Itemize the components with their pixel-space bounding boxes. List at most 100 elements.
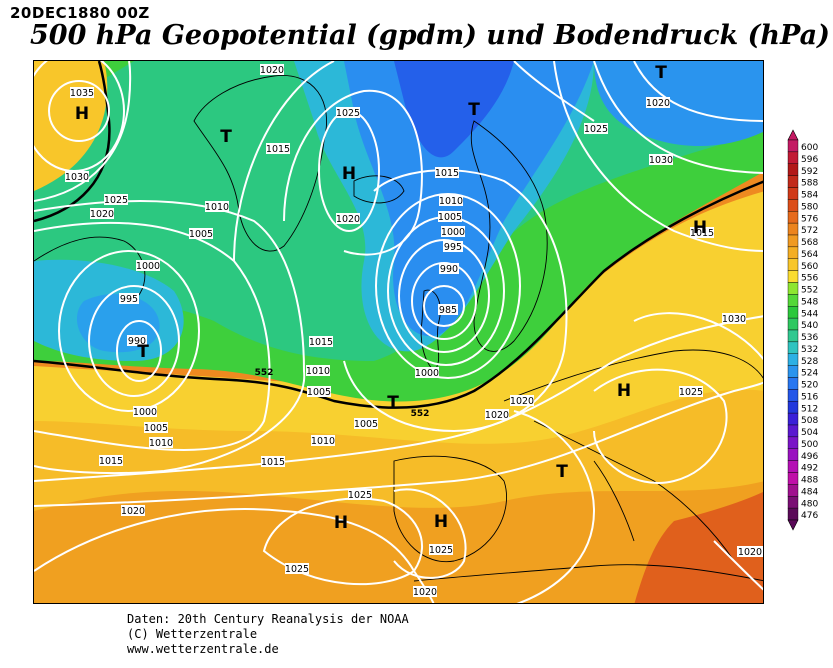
svg-text:1000: 1000 <box>441 227 465 238</box>
height-label-552: 552 <box>411 409 430 419</box>
isobar-label: 1030 <box>649 154 673 166</box>
isobar-label: 1020 <box>336 213 360 225</box>
isobar-label: 1025 <box>679 386 703 398</box>
isobar-label: 1020 <box>737 546 763 558</box>
legend-tick-label: 584 <box>801 191 818 201</box>
copyright-line: (C) Wetterzentrale <box>127 627 258 641</box>
isobar-label: 1030 <box>65 171 89 183</box>
legend-tick-label: 548 <box>801 297 818 307</box>
europe-coast <box>503 349 763 562</box>
legend-tick-label: 552 <box>801 286 818 296</box>
legend-swatch <box>787 317 799 331</box>
svg-text:1020: 1020 <box>485 410 509 421</box>
isobar-label: 1020 <box>646 97 670 109</box>
low-pressure-center: T <box>137 342 149 362</box>
svg-text:1005: 1005 <box>307 387 331 398</box>
isobar-label: 1015 <box>309 336 333 348</box>
svg-text:1015: 1015 <box>435 168 459 179</box>
legend-tick-label: 540 <box>801 321 818 331</box>
scandinavia-coast <box>470 120 548 352</box>
legend-arrow-bottom <box>787 519 799 531</box>
field-yellow <box>34 221 763 511</box>
legend-tick-label: 572 <box>801 226 818 236</box>
svg-text:1015: 1015 <box>309 337 333 348</box>
svg-text:1010: 1010 <box>311 436 335 447</box>
low-pressure-center: T <box>468 100 480 120</box>
isobar-label: 1000 <box>133 406 157 418</box>
isobar-label: 1015 <box>266 143 290 155</box>
legend-tick-label: 476 <box>801 511 818 521</box>
legend-swatch <box>787 151 799 164</box>
svg-text:995: 995 <box>444 242 462 253</box>
legend-tick-label: 516 <box>801 392 818 402</box>
legend-swatch <box>787 448 799 461</box>
isobar-label: 1015 <box>99 455 123 467</box>
isobar-label: 1010 <box>205 201 229 213</box>
svg-text:1020: 1020 <box>738 547 762 558</box>
isobar-label: 995 <box>119 293 139 305</box>
isobar-label: 1010 <box>439 195 463 207</box>
greenland-coast <box>193 75 327 252</box>
canada-coast <box>34 236 146 302</box>
legend-swatch <box>787 306 799 319</box>
legend-tick-label: 560 <box>801 262 818 272</box>
svg-text:1025: 1025 <box>584 124 608 135</box>
isobar-label: 1025 <box>429 544 453 556</box>
svg-text:1025: 1025 <box>104 195 128 206</box>
high-pressure-center: H <box>617 381 631 401</box>
svg-text:1030: 1030 <box>722 314 746 325</box>
legend-tick-label: 524 <box>801 369 818 379</box>
legend-swatch <box>787 507 799 521</box>
svg-text:1010: 1010 <box>149 438 173 449</box>
svg-text:1030: 1030 <box>65 172 89 183</box>
legend-tick-label: 600 <box>801 143 818 153</box>
legend-tick-label: 488 <box>801 476 818 486</box>
svg-text:1015: 1015 <box>266 144 290 155</box>
isobar-label: 1020 <box>510 395 534 407</box>
isobar-label: 990 <box>439 263 459 275</box>
legend-swatch <box>787 401 799 414</box>
legend-tick-label: 520 <box>801 381 818 391</box>
isobar-label: 1005 <box>144 422 168 434</box>
legend-swatch <box>787 329 799 343</box>
svg-text:1020: 1020 <box>336 214 360 225</box>
svg-text:1035: 1035 <box>70 88 94 99</box>
high-pressure-center: H <box>342 164 356 184</box>
svg-text:1025: 1025 <box>429 545 453 556</box>
legend-tick-label: 528 <box>801 357 818 367</box>
isobar-label: 1020 <box>260 64 284 76</box>
website-link[interactable]: www.wetterzentrale.de <box>127 642 279 656</box>
legend-tick-label: 596 <box>801 155 818 165</box>
legend-swatch <box>787 412 799 426</box>
svg-text:1020: 1020 <box>510 396 534 407</box>
svg-text:1020: 1020 <box>260 65 284 76</box>
legend-arrow-top <box>787 129 799 141</box>
isobar-label: 1015 <box>690 227 714 239</box>
isobar-label: 995 <box>443 241 463 253</box>
low-pressure-center: T <box>387 393 399 413</box>
isobar-label: 1000 <box>441 226 465 238</box>
height-label-552: 552 <box>255 368 274 378</box>
legend-tick-label: 500 <box>801 440 818 450</box>
svg-text:1005: 1005 <box>354 419 378 430</box>
isobar-label: 985 <box>438 304 458 316</box>
legend-tick-label: 536 <box>801 333 818 343</box>
legend-swatch <box>787 222 799 236</box>
svg-text:1015: 1015 <box>261 457 285 468</box>
high-pressure-center: H <box>434 512 448 532</box>
legend-tick-label: 544 <box>801 309 818 319</box>
svg-text:1000: 1000 <box>415 368 439 379</box>
legend-tick-label: 592 <box>801 167 818 177</box>
svg-text:1010: 1010 <box>306 366 330 377</box>
legend-swatch <box>787 484 799 497</box>
legend-swatch <box>787 294 799 307</box>
legend-swatch <box>787 341 799 354</box>
isobar-label: 1005 <box>354 418 378 430</box>
svg-text:1025: 1025 <box>336 108 360 119</box>
isobar-label: 1015 <box>435 167 459 179</box>
legend-swatch <box>787 199 799 212</box>
analysis-date: 20DEC1880 00Z <box>10 4 150 22</box>
legend-swatch <box>787 163 799 176</box>
legend-swatch <box>787 187 799 200</box>
isobar-label: 1010 <box>311 435 335 447</box>
